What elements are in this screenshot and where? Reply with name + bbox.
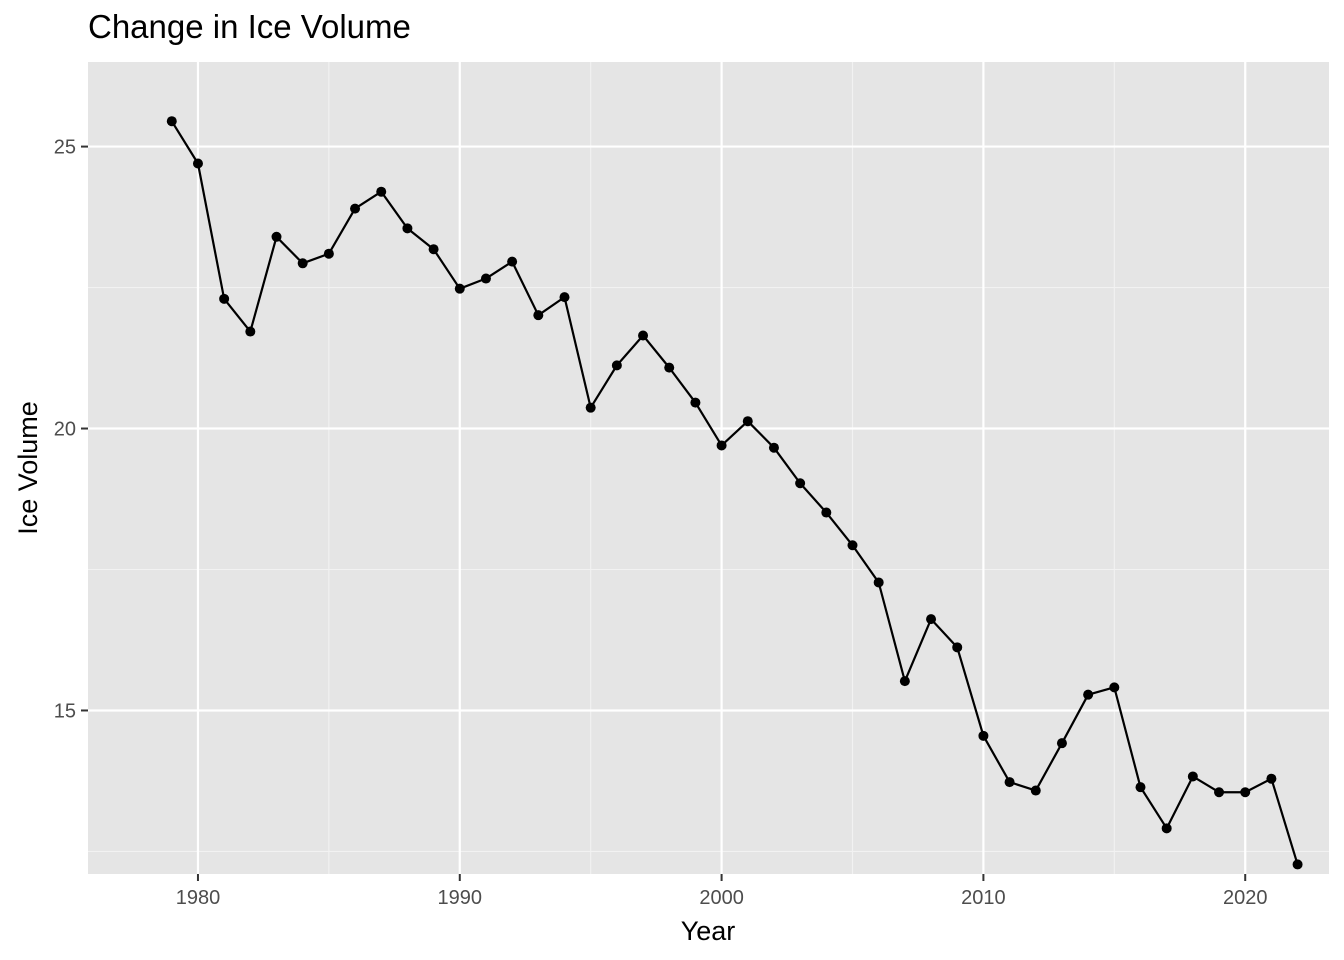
data-point	[821, 507, 832, 518]
data-point	[1056, 738, 1067, 749]
data-point	[245, 326, 256, 337]
data-point	[716, 440, 727, 451]
data-point	[1187, 771, 1198, 782]
data-point	[768, 442, 779, 453]
data-point	[1214, 787, 1225, 798]
data-point	[952, 642, 963, 653]
data-point	[1135, 782, 1146, 793]
data-point	[1240, 787, 1251, 798]
data-point	[428, 244, 439, 255]
data-point	[638, 330, 649, 341]
data-point	[690, 397, 701, 408]
data-point	[978, 730, 989, 741]
data-point	[873, 577, 884, 588]
data-point	[585, 402, 596, 413]
data-point	[350, 203, 361, 214]
chart-title: Change in Ice Volume	[88, 8, 411, 45]
y-tick-label: 20	[54, 419, 76, 441]
data-point	[507, 256, 518, 267]
data-series	[166, 116, 1303, 870]
data-point	[847, 540, 858, 551]
data-point	[611, 360, 622, 371]
x-tick-label: 2000	[699, 887, 744, 909]
y-axis-title: Ice Volume	[13, 401, 43, 535]
data-point	[323, 248, 334, 259]
data-point	[795, 478, 806, 489]
data-point	[1004, 777, 1015, 788]
x-tick-label: 1990	[438, 887, 483, 909]
data-point	[454, 283, 465, 294]
y-tick-label: 15	[54, 700, 76, 722]
x-axis-title: Year	[681, 916, 736, 946]
data-point	[742, 416, 753, 427]
data-point	[926, 614, 937, 625]
data-point	[1161, 823, 1172, 834]
plot-panel	[88, 62, 1329, 874]
data-point	[297, 258, 308, 269]
x-tick-label: 2010	[961, 887, 1006, 909]
x-tick-label: 1980	[176, 887, 221, 909]
data-point	[1083, 689, 1094, 700]
data-point	[533, 310, 544, 321]
data-point	[1030, 785, 1041, 796]
data-point	[402, 223, 413, 234]
data-point	[1292, 859, 1303, 870]
x-tick-label: 2020	[1223, 887, 1268, 909]
data-point	[899, 676, 910, 687]
y-tick-label: 25	[54, 137, 76, 159]
data-point	[219, 293, 230, 304]
data-point	[1109, 682, 1120, 693]
data-point	[1266, 773, 1277, 784]
data-point	[192, 158, 203, 169]
data-point	[480, 273, 491, 284]
data-point	[166, 116, 177, 127]
data-point	[271, 231, 282, 242]
minor-gridlines	[88, 62, 1329, 874]
data-point	[376, 186, 387, 197]
axis-ticks: 1980 1990 2000 2010 2020 15 20 25	[54, 137, 1268, 909]
data-point	[664, 362, 675, 373]
data-point	[559, 292, 570, 303]
